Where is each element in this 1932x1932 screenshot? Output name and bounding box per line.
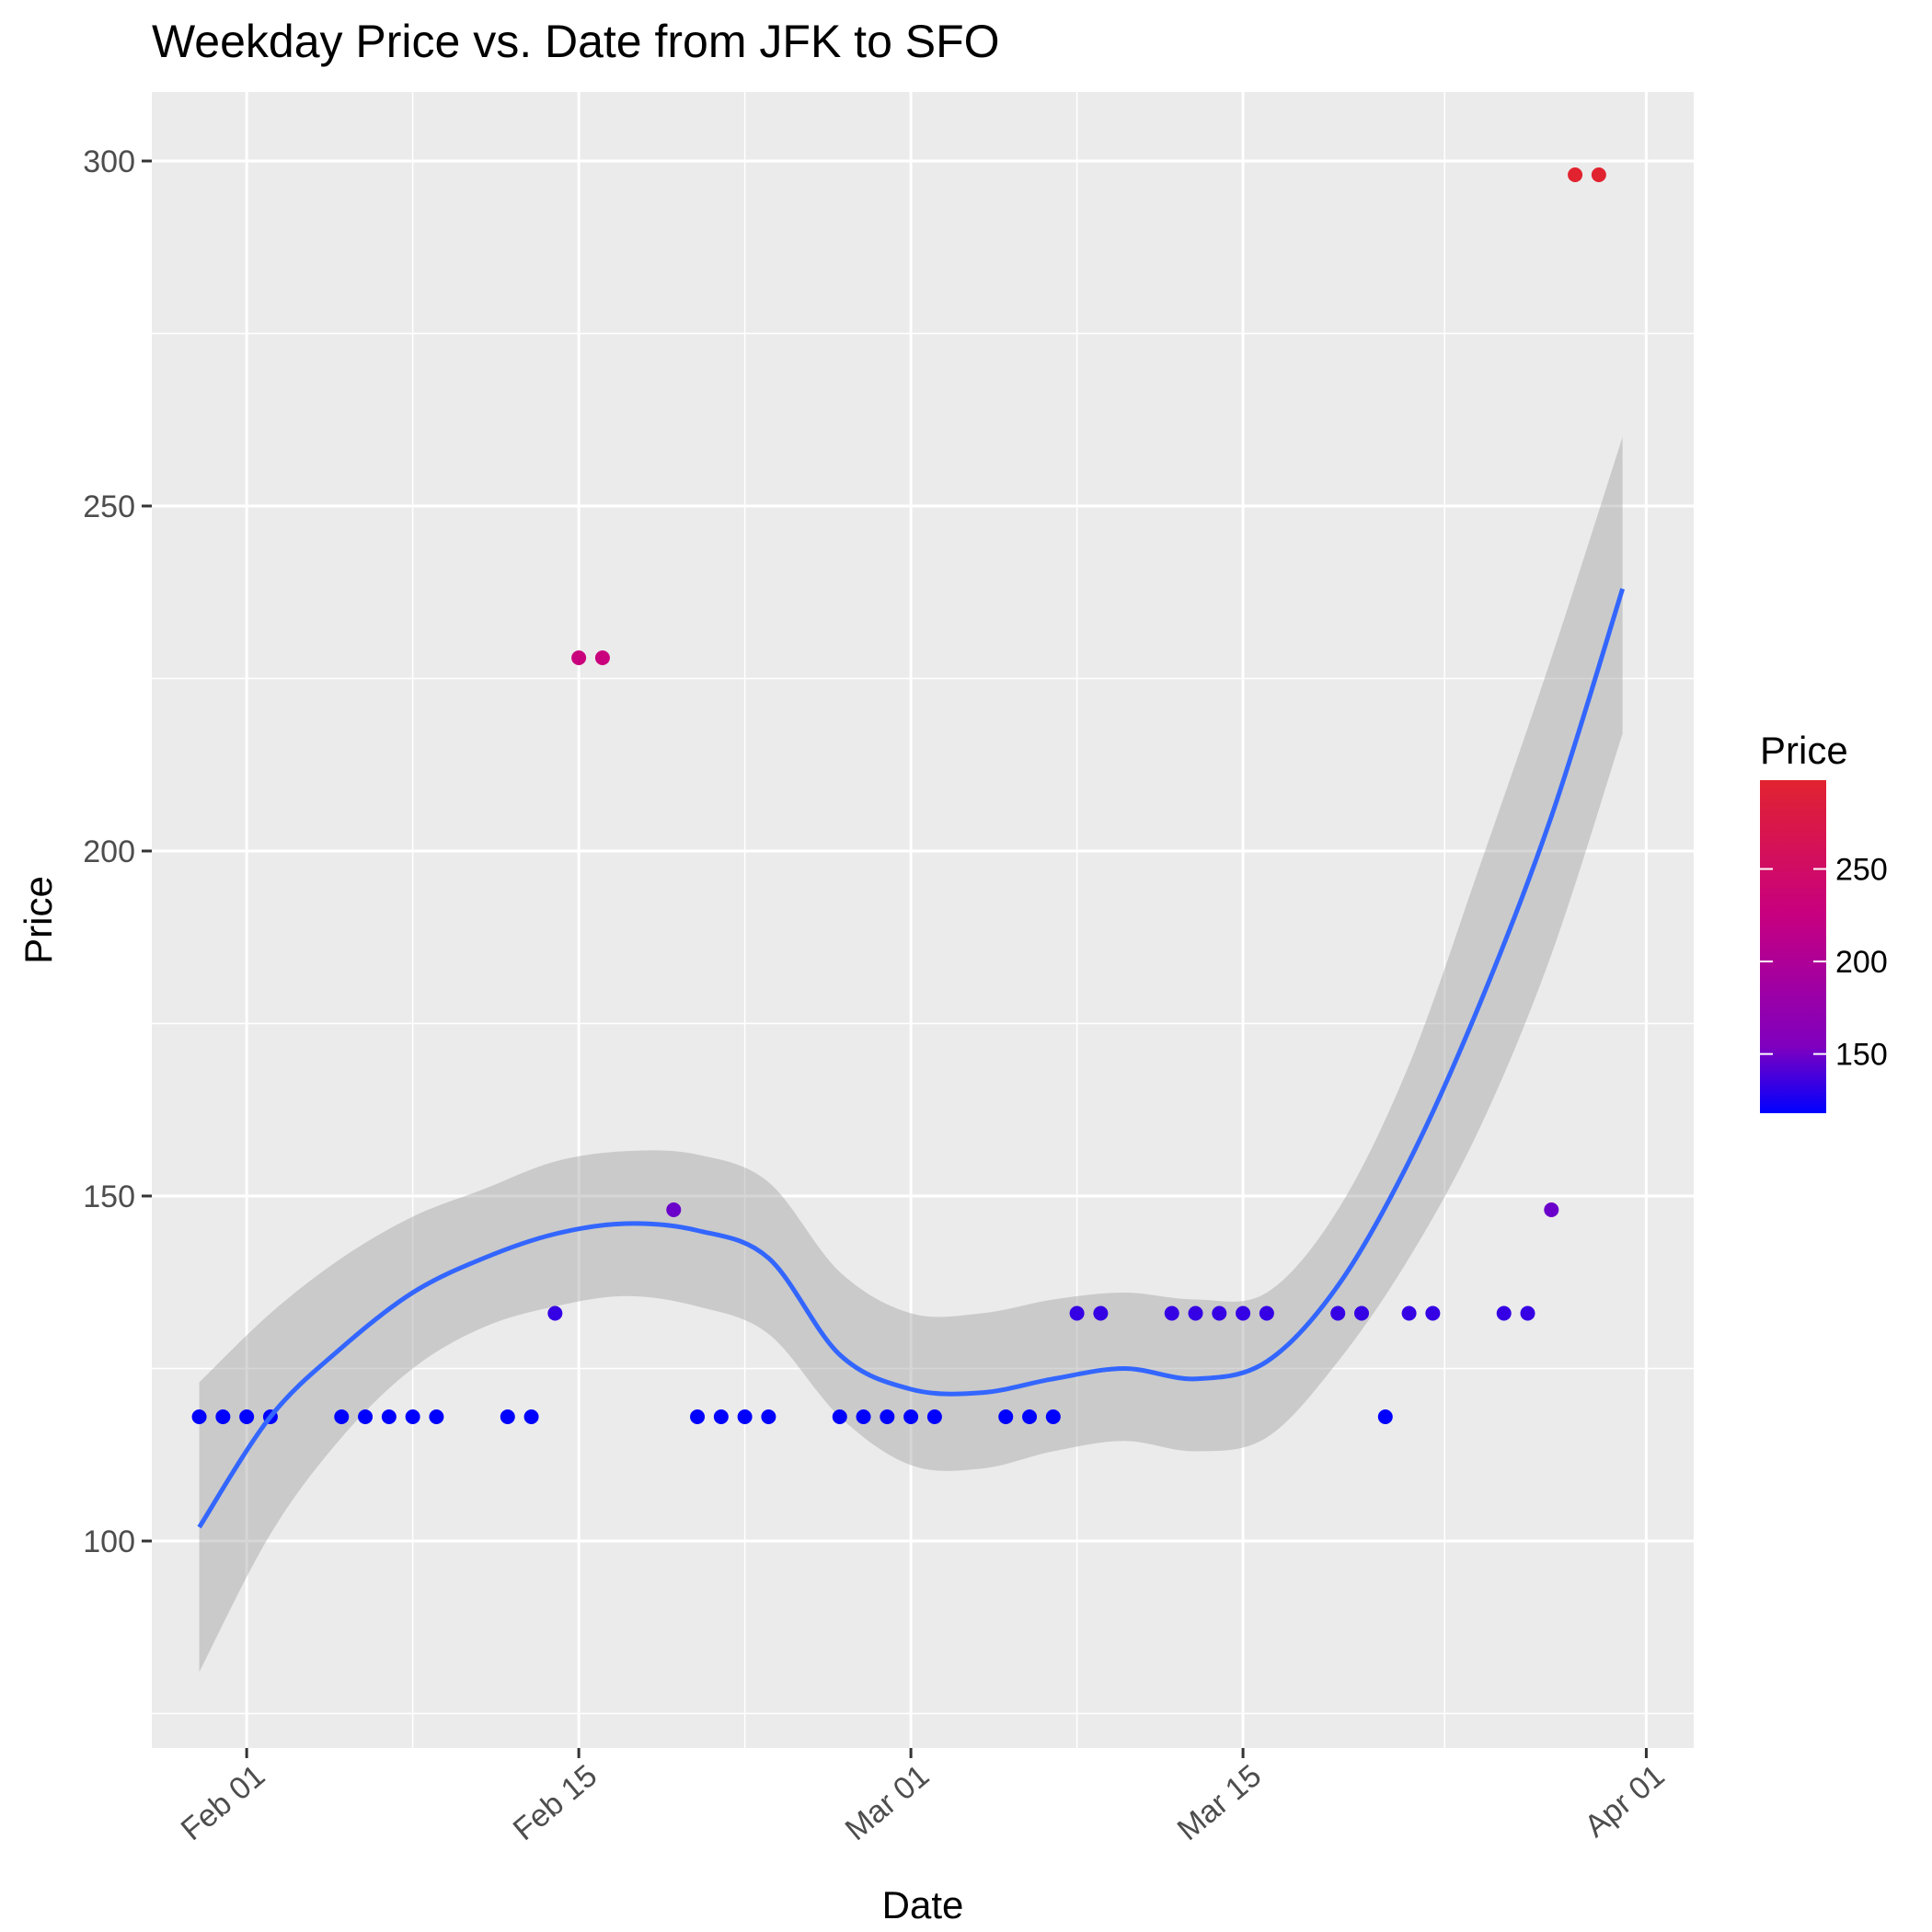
data-point [1022,1409,1038,1424]
legend-title: Price [1760,729,1848,772]
data-point [1069,1305,1085,1321]
data-point [1568,167,1583,182]
data-point [1496,1305,1512,1321]
data-point [1093,1305,1109,1321]
data-point [1401,1305,1417,1321]
x-tick-label: Feb 15 [507,1758,604,1847]
data-point [358,1409,374,1424]
grid [152,92,1694,1748]
data-point [381,1409,397,1424]
x-tick-label: Apr 01 [1578,1758,1671,1845]
data-point [832,1409,847,1424]
legend-tick-label: 150 [1835,1038,1888,1073]
data-point [1212,1305,1227,1321]
data-point [594,650,610,665]
data-point [571,650,587,665]
data-point [713,1409,729,1424]
x-tick-label: Mar 15 [1171,1758,1268,1847]
y-tick-label: 300 [83,144,135,179]
data-point [405,1409,420,1424]
data-point [1188,1305,1203,1321]
data-point [1425,1305,1441,1321]
data-point [666,1202,682,1217]
data-point [1330,1305,1346,1321]
data-point [1544,1202,1559,1217]
data-points [191,167,1606,1424]
y-axis: 100 150 200 250 300 [83,144,152,1559]
data-point [998,1409,1014,1424]
data-point [1520,1305,1535,1321]
y-tick-label: 150 [83,1179,135,1214]
data-point [500,1409,515,1424]
data-point [1164,1305,1179,1321]
data-point [926,1409,942,1424]
data-point [1377,1409,1393,1424]
x-tick-label: Mar 01 [839,1758,936,1847]
data-point [856,1409,871,1424]
x-axis-title: Date [882,1883,964,1926]
data-point [1259,1305,1274,1321]
x-tick-label: Feb 01 [175,1758,272,1847]
data-point [191,1409,207,1424]
legend-ticks: 150 200 250 [1760,853,1888,1073]
data-point [1236,1305,1251,1321]
smooth-line-group [197,588,1626,1529]
legend-tick-label: 250 [1835,853,1888,888]
data-point [690,1409,706,1424]
y-tick-label: 200 [83,834,135,869]
y-tick-label: 250 [83,489,135,524]
data-point [880,1409,895,1424]
data-point [903,1409,919,1424]
data-point [1045,1409,1061,1424]
data-point [547,1305,563,1321]
color-legend: Price 150 200 250 [1760,729,1888,1113]
data-point [1591,167,1606,182]
data-point [761,1409,776,1424]
data-point [334,1409,350,1424]
smooth-line [197,588,1626,1529]
y-tick-label: 100 [83,1524,135,1559]
data-point [523,1409,539,1424]
data-point [737,1409,753,1424]
chart-title: Weekday Price vs. Date from JFK to SFO [152,16,1000,67]
data-point [239,1409,255,1424]
data-point [215,1409,231,1424]
data-point [429,1409,444,1424]
data-point [1354,1305,1370,1321]
legend-colorbar [1760,780,1826,1113]
plot-panel [152,92,1694,1748]
legend-tick-label: 200 [1835,945,1888,980]
x-axis: Feb 01 Feb 15 Mar 01 Mar 15 Apr 01 [175,1748,1672,1847]
y-axis-title: Price [17,876,60,964]
